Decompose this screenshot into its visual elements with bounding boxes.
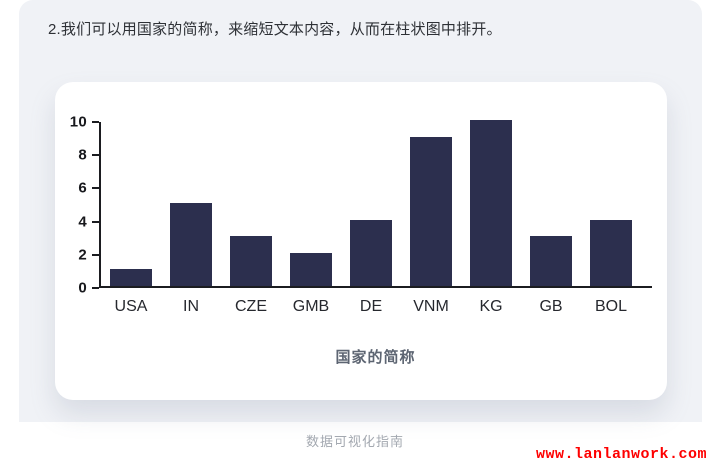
y-tick-mark bbox=[92, 187, 99, 190]
x-tick-label-vnm: VNM bbox=[413, 298, 449, 315]
y-tick-mark bbox=[92, 287, 99, 289]
bar-vnm bbox=[410, 136, 452, 286]
x-tick-label-cze: CZE bbox=[235, 298, 267, 315]
x-tick-label-gmb: GMB bbox=[292, 298, 330, 315]
x-tick-label-usa: USA bbox=[114, 298, 148, 315]
instruction-text: 2.我们可以用国家的简称，来缩短文本内容，从而在柱状图中排开。 bbox=[48, 21, 502, 38]
y-tick-label: 8 bbox=[78, 146, 87, 164]
y-tick-mark bbox=[92, 154, 99, 157]
bar-kg bbox=[470, 120, 512, 286]
y-tick-label: 2 bbox=[78, 246, 87, 264]
bar-cze bbox=[230, 236, 272, 286]
bar-in bbox=[170, 203, 212, 286]
x-axis-title: 国家的简称 bbox=[335, 349, 416, 366]
chart-card: 0 2 4 6 8 10 USA IN CZE GMB DE VNM KG GB BOL 国家的简称 bbox=[55, 82, 667, 400]
bar-usa bbox=[110, 269, 152, 286]
bar-gb bbox=[530, 236, 572, 286]
page-caption: 数据可视化指南 bbox=[305, 434, 404, 449]
y-tick-label: 4 bbox=[78, 213, 87, 231]
x-tick-label-gb: GB bbox=[539, 298, 563, 315]
y-tick-mark bbox=[92, 253, 99, 256]
x-tick-label-de: DE bbox=[359, 298, 383, 315]
x-tick-label-in: IN bbox=[183, 298, 199, 315]
x-tick-label-bol: BOL bbox=[594, 298, 628, 315]
bar-bol bbox=[590, 219, 632, 286]
bar-chart-plot-area: 0 2 4 6 8 10 USA IN CZE GMB DE VNM KG GB BOL bbox=[70, 114, 652, 315]
y-tick-mark bbox=[92, 121, 99, 123]
bar-gmb bbox=[290, 252, 332, 286]
bar-de bbox=[350, 219, 392, 286]
x-tick-label-kg: KG bbox=[479, 298, 503, 315]
y-tick-label: 0 bbox=[78, 279, 87, 297]
y-tick-label: 6 bbox=[78, 179, 87, 197]
y-tick-label: 10 bbox=[69, 113, 87, 131]
watermark-link[interactable]: www.lanlanwork.com bbox=[535, 446, 707, 463]
y-tick-mark bbox=[92, 220, 99, 223]
